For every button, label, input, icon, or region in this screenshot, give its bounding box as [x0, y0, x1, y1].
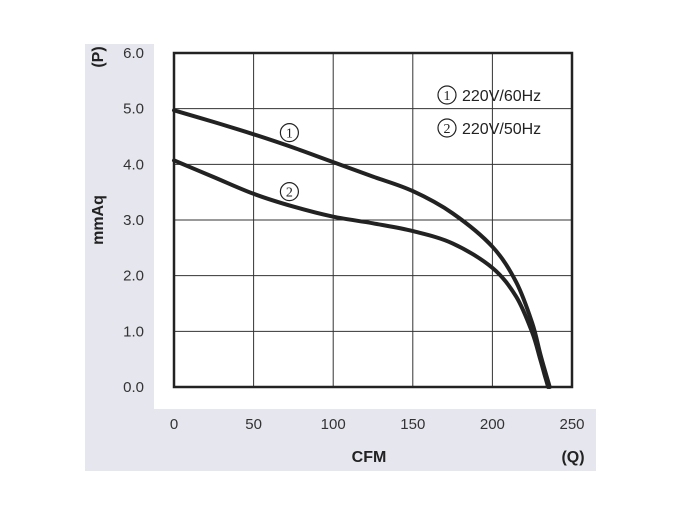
plot-frame	[172, 51, 574, 389]
x-tick-labels: 0 50 100 150 200 250	[170, 416, 585, 433]
y-tick-label: 5.0	[123, 101, 144, 118]
series-marker-circle	[279, 182, 299, 202]
series-marker-circle	[279, 123, 299, 143]
y-tick-label: 6.0	[123, 45, 144, 62]
legend-marker-circle	[437, 85, 457, 105]
x-tick-label: 100	[321, 416, 346, 433]
series-markers: 12	[279, 123, 299, 202]
y-axis-label: mmAq	[90, 195, 107, 245]
y-tick-label: 0.0	[123, 379, 144, 396]
y-axis-band	[85, 44, 154, 471]
y-tick-label: 4.0	[123, 156, 144, 173]
plot-area-background	[154, 44, 596, 409]
legend-marker-number: 2	[444, 122, 451, 137]
legend: 1 220V/60Hz 2 220V/50Hz	[437, 85, 541, 138]
legend-marker-number: 1	[444, 89, 451, 104]
legend-entry-label: 220V/60Hz	[462, 88, 541, 105]
x-axis-label: CFM	[352, 449, 387, 466]
series-line-2	[172, 158, 551, 389]
y-tick-label: 1.0	[123, 323, 144, 340]
y-tick-label: 2.0	[123, 268, 144, 285]
x-axis-symbol: (Q)	[561, 449, 584, 466]
legend-marker-circle	[437, 118, 457, 138]
grid	[174, 53, 572, 387]
x-tick-label: 0	[170, 416, 178, 433]
x-tick-label: 150	[400, 416, 425, 433]
series-marker-number: 1	[286, 127, 293, 142]
x-tick-label: 250	[559, 416, 584, 433]
y-tick-labels: 0.0 1.0 2.0 3.0 4.0 5.0 6.0	[123, 45, 144, 396]
curves	[172, 108, 552, 389]
series-marker-number: 2	[286, 186, 293, 201]
x-axis-band	[85, 409, 596, 471]
x-tick-label: 50	[245, 416, 262, 433]
x-tick-label: 200	[480, 416, 505, 433]
y-axis-symbol: (P)	[90, 46, 107, 67]
legend-entry-label: 220V/50Hz	[462, 121, 541, 138]
y-tick-label: 3.0	[123, 212, 144, 229]
